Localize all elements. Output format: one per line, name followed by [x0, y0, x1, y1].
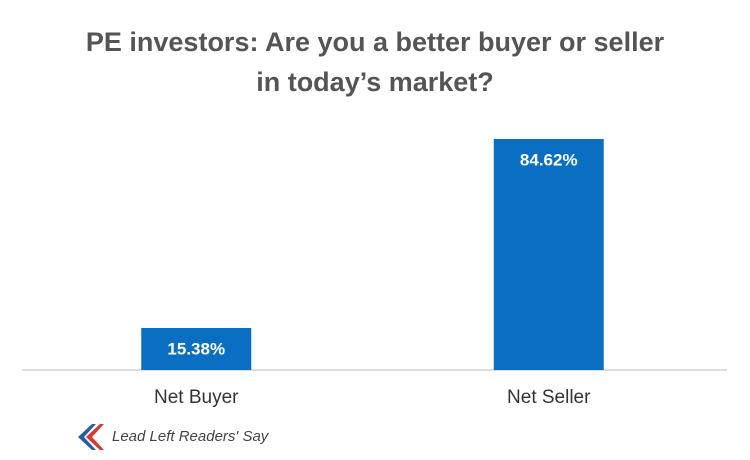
- chart-title: PE investors: Are you a better buyer or …: [85, 27, 665, 97]
- value-label: 84.62%: [520, 150, 578, 169]
- bar: [493, 139, 604, 370]
- x-tick-label: Net Buyer: [154, 387, 239, 408]
- source: Lead Left Readers' Say: [112, 428, 270, 445]
- value-label: 15.38%: [167, 339, 225, 358]
- logo: [78, 424, 104, 450]
- bar: [141, 328, 252, 370]
- x-tick-label: Net Seller: [507, 387, 591, 408]
